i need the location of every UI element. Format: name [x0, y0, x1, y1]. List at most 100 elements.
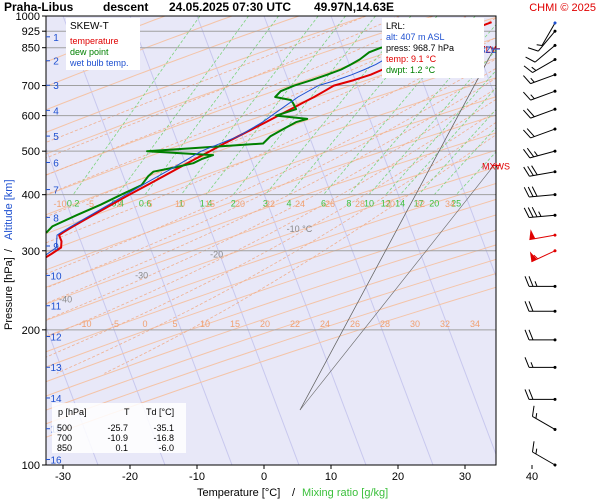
- mixing-ratio-label: 0.4: [111, 199, 124, 209]
- altitude-tick-label: 14: [50, 394, 62, 405]
- adiabat-label: 0: [142, 319, 147, 329]
- wind-barb: [523, 206, 557, 218]
- moist-adiabat-line: [46, 77, 496, 304]
- wind-barb-dot: [553, 233, 557, 237]
- adiabat-label: 24: [320, 319, 330, 329]
- wind-barb-half: [533, 151, 539, 157]
- table-header-p: p [hPa]: [58, 407, 87, 417]
- mixing-ratio-line: [180, 16, 319, 195]
- adiabat-label: 15: [230, 319, 240, 329]
- wind-barb: [523, 73, 557, 85]
- wind-barb-staff: [531, 250, 556, 263]
- wind-barb-dot: [553, 149, 557, 153]
- mixing-ratio-line: [433, 126, 496, 195]
- wind-barb-full: [528, 329, 534, 341]
- wind-barb-staff: [529, 194, 556, 198]
- altitude-tick-label: 10: [50, 271, 62, 282]
- mixing-ratio-line: [265, 16, 412, 195]
- mixing-ratio-label: 1.4: [200, 199, 213, 209]
- wind-barb-full: [527, 186, 534, 197]
- wind-barb-dot: [553, 427, 557, 431]
- dry-adiabat-line: [46, 244, 496, 397]
- wind-barb-staff: [541, 22, 556, 46]
- wind-barb-half: [530, 77, 535, 83]
- wind-barb-staff: [534, 45, 556, 63]
- plot-frame: [45, 15, 497, 466]
- x-tick-label: 0: [261, 471, 267, 483]
- special-level-markers: MXWSFZLVWBZL: [299, 45, 510, 411]
- x-axis-temperature-label: Temperature [°C]: [197, 487, 280, 499]
- legend-title: SKEW-T: [70, 21, 109, 32]
- wind-barb-full: [528, 301, 534, 312]
- y-tick-label: 1000: [16, 11, 40, 23]
- table-cell: -10.9: [107, 433, 128, 443]
- dry-adiabat-line: [46, 16, 435, 155]
- x-tick-label: 40: [526, 471, 538, 483]
- credit: CHMI © 2025: [529, 2, 596, 14]
- x-tick-label: -10: [189, 471, 205, 483]
- mixing-ratio-label: 14: [395, 199, 405, 209]
- table-cell: -16.8: [153, 433, 174, 443]
- marker-leader-line: [299, 48, 495, 411]
- isotherm-line: [129, 16, 300, 465]
- adiabat-label: -10: [78, 319, 91, 329]
- wind-barb-dot: [553, 213, 557, 217]
- adiabat-label: -5: [86, 199, 94, 209]
- wind-barb-half: [538, 211, 542, 217]
- adiabat-label: 22: [290, 319, 300, 329]
- isotherm-line: [196, 16, 367, 465]
- wind-barb-staff: [529, 171, 556, 177]
- lrl-press: press: 968.7 hPa: [386, 43, 454, 53]
- wind-barb: [523, 89, 557, 101]
- adiabat-label: 26: [325, 199, 335, 209]
- y-tick-label: 925: [22, 26, 40, 38]
- adiabat-label: 15: [205, 199, 215, 209]
- adiabat-label: 30: [385, 199, 395, 209]
- x-tick-label: -20: [122, 471, 138, 483]
- wind-barb-staff: [530, 74, 556, 85]
- wind-barb-dot: [553, 463, 557, 467]
- y-tick-label: 600: [22, 111, 40, 123]
- adiabat-label: 34: [470, 319, 480, 329]
- table-cell: 850: [57, 443, 72, 453]
- mixing-ratio-line: [232, 16, 376, 195]
- wind-barb-staff: [537, 30, 556, 52]
- wind-barb-staff: [532, 416, 556, 430]
- legend-dew-point: dew point: [70, 47, 109, 57]
- dry-adiabat-line: [46, 114, 496, 271]
- wind-barb-full: [524, 389, 530, 400]
- altitude-tick-label: 8: [53, 213, 59, 224]
- wind-barb-half: [530, 362, 534, 368]
- dry-adiabat-line: [46, 182, 496, 337]
- wind-barb-dot: [553, 89, 557, 93]
- x-axis-separator: /: [292, 487, 296, 499]
- mixing-ratio-label: 3: [263, 199, 268, 209]
- table-header-td: Td [°C]: [146, 407, 174, 417]
- wind-barb-full: [531, 165, 538, 176]
- y-tick-label: 300: [22, 246, 40, 258]
- wind-barb-full: [528, 389, 534, 400]
- wind-barb-dot: [553, 58, 557, 62]
- wind-barb-staff: [530, 90, 556, 101]
- dry-adiabat-line: [46, 16, 301, 111]
- y-tick-label: 700: [22, 81, 40, 93]
- altitude-tick-label: 7: [53, 186, 59, 197]
- dry-adiabat-line: [46, 149, 496, 305]
- legend-temperature: temperature: [70, 36, 119, 46]
- moist-adiabat-line: [46, 17, 496, 218]
- wind-barb-full: [523, 129, 531, 139]
- wind-barb: [524, 329, 557, 342]
- adiabat-label: -5: [111, 319, 119, 329]
- wind-barb-full: [527, 47, 539, 52]
- wind-barb-staff: [529, 150, 556, 159]
- dry-adiabat-line: [46, 229, 496, 383]
- wind-barb-full: [531, 405, 535, 417]
- adiabat-label: 20: [260, 319, 270, 329]
- wind-barb-full: [531, 186, 538, 197]
- dry-adiabat-line: [46, 214, 496, 368]
- adiabat-label: 22: [265, 199, 275, 209]
- wind-barb-full: [526, 128, 535, 137]
- wind-barb-full: [523, 148, 531, 159]
- adiabat-label: 28: [380, 319, 390, 329]
- mixing-ratio-label: 17: [414, 199, 424, 209]
